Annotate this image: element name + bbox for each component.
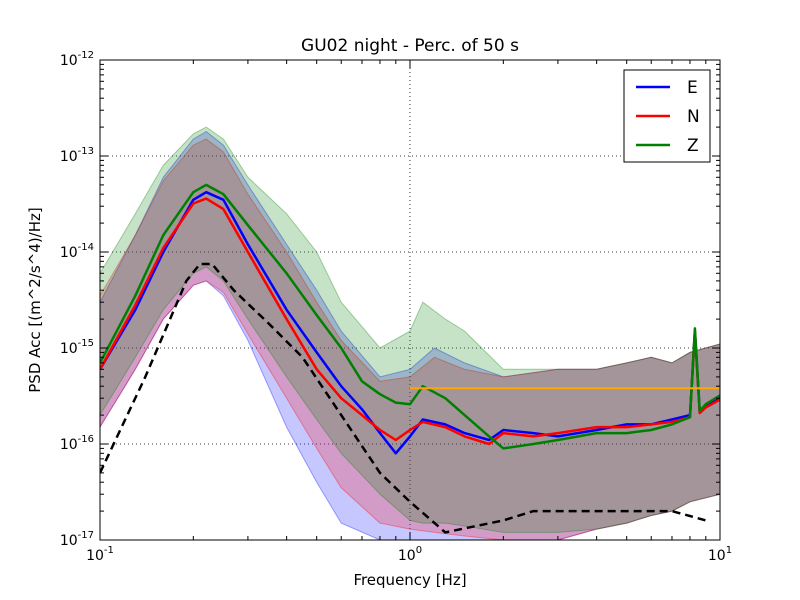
y-tick-label: 10-15	[60, 338, 94, 357]
series-line-z	[100, 183, 720, 450]
y-tick-label: 10-12	[60, 50, 94, 69]
y-tick-label: 10-13	[60, 146, 94, 165]
series-line-e	[100, 190, 720, 455]
series-line-n	[100, 197, 720, 446]
x-axis-label: Frequency [Hz]	[353, 571, 466, 589]
series-lines	[100, 183, 720, 534]
axis-ticks: 10-1 100 101 10-17 10-16 10-15 10-14 10-13 10-12	[60, 50, 732, 564]
y-tick-label: 10-14	[60, 242, 94, 261]
grid	[100, 60, 720, 540]
chart-title: GU02 night - Perc. of 50 s	[301, 36, 519, 56]
legend-label-e: E	[687, 78, 698, 98]
legend-label-z: Z	[687, 136, 699, 156]
x-tick-label: 101	[708, 545, 732, 564]
legend-label-n: N	[687, 107, 700, 127]
y-tick-label: 10-16	[60, 434, 94, 453]
y-tick-label: 10-17	[60, 530, 94, 549]
legend: ENZ	[623, 69, 711, 163]
y-axis-label: PSD Acc [(m^2/s^4)/Hz]	[26, 207, 44, 392]
x-tick-label: 100	[398, 545, 422, 564]
series-line-ref-3	[100, 262, 707, 534]
x-tick-label: 10-1	[86, 545, 114, 564]
